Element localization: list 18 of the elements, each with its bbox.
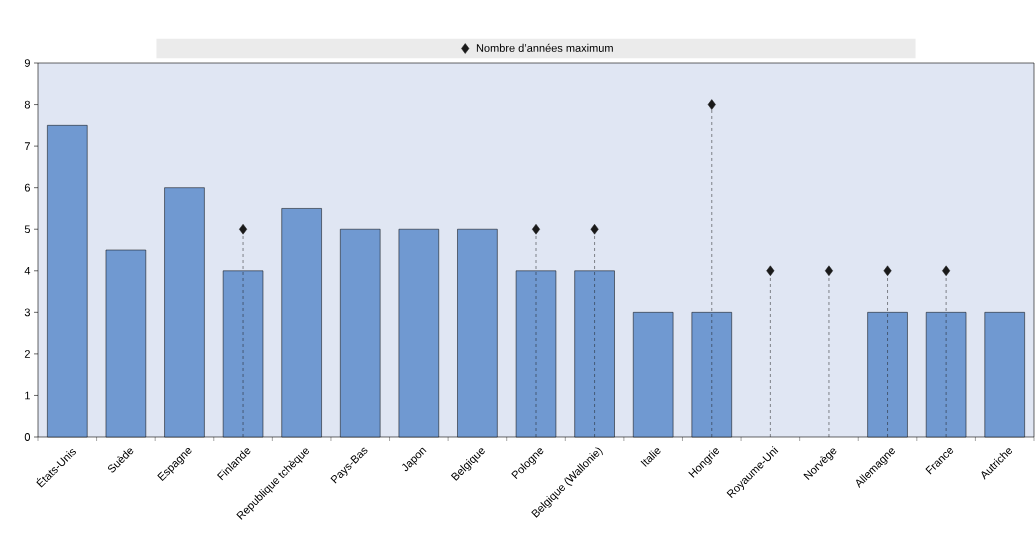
- point: [239, 223, 248, 235]
- point: [883, 265, 892, 277]
- y-tick-label: 0: [24, 433, 31, 441]
- point: [707, 99, 716, 110]
- point: [590, 223, 599, 235]
- y-tick-label: 8: [24, 100, 30, 109]
- y-tick-label: 2: [24, 350, 30, 358]
- y-tick-label: 9: [24, 59, 30, 67]
- point: [824, 265, 833, 277]
- legend-label: Nombre d’années maximum: [476, 43, 613, 52]
- y-tick-label: 1: [25, 391, 30, 400]
- point: [766, 265, 775, 277]
- y-tick-label: 3: [24, 308, 30, 317]
- y-tick-label: 5: [24, 225, 30, 234]
- y-tick-label: 4: [24, 267, 31, 275]
- y-tick-label: 6: [24, 183, 30, 192]
- point: [942, 265, 951, 277]
- y-tick-label: 7: [24, 142, 30, 150]
